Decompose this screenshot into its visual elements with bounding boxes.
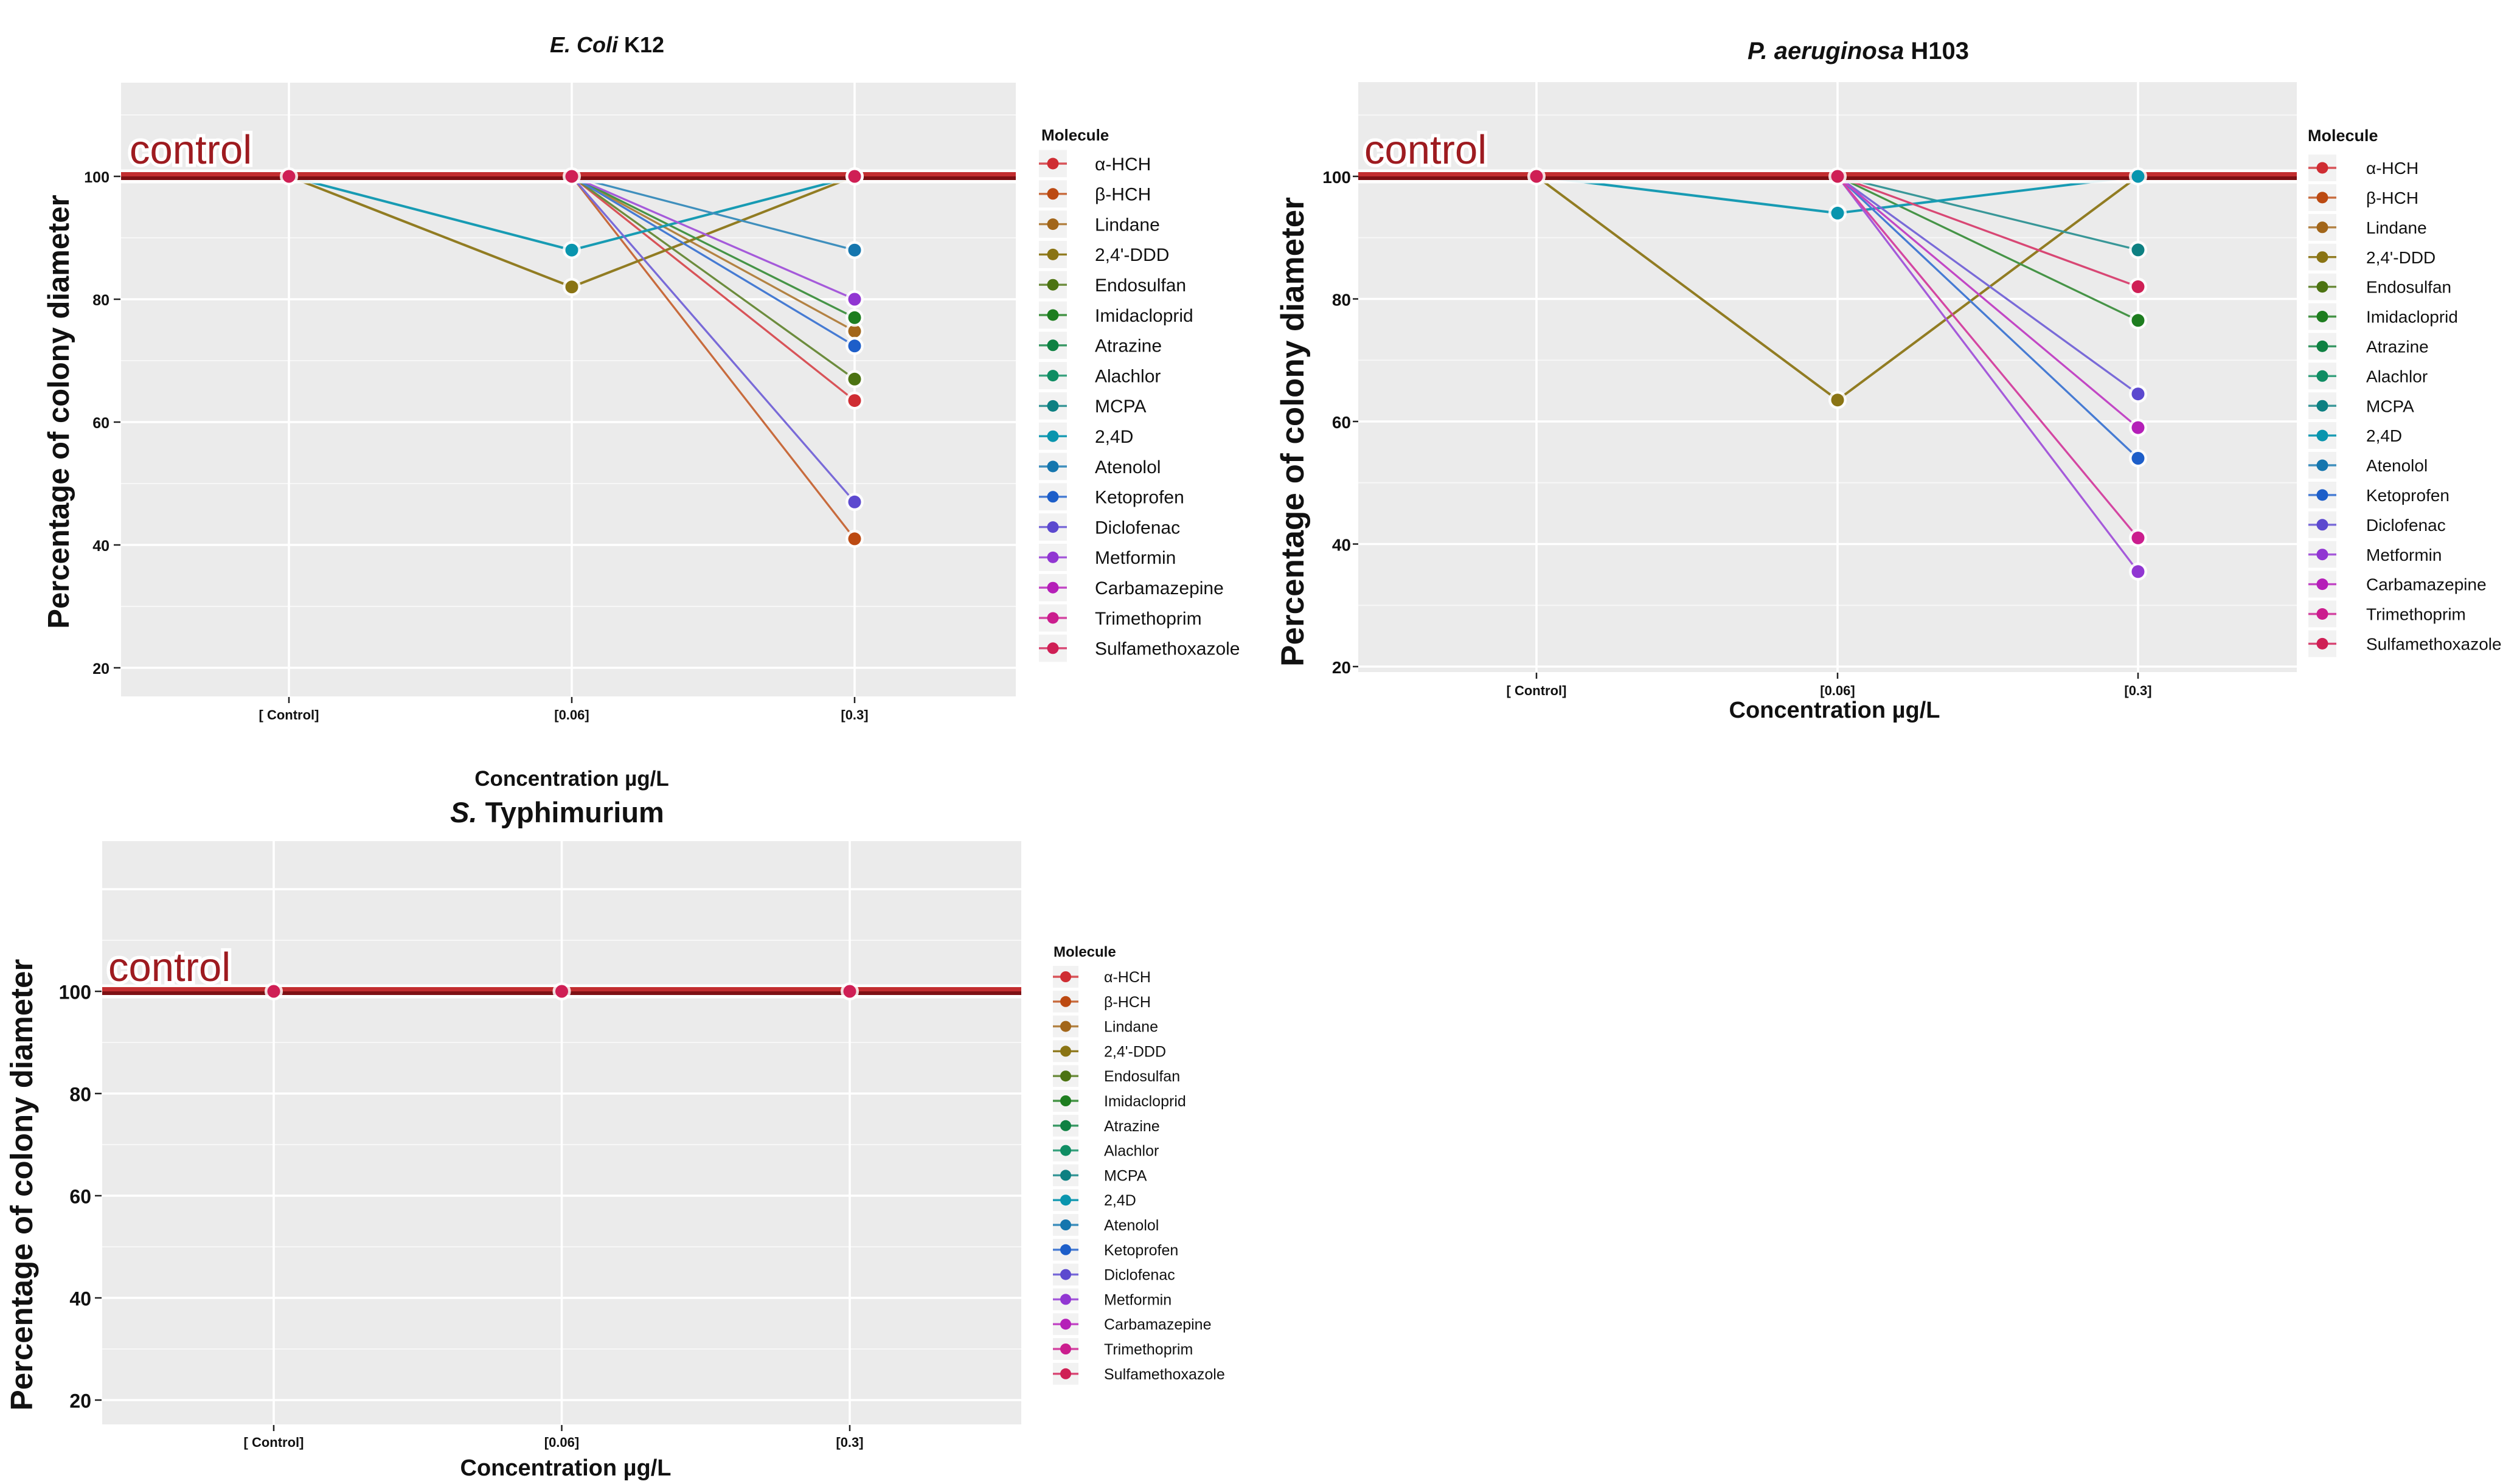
svg-text:40: 40 (1332, 536, 1351, 555)
svg-text:[ Control]: [ Control] (259, 707, 319, 723)
svg-text:2,4D: 2,4D (2366, 426, 2402, 445)
svg-text:[0.3]: [0.3] (836, 1435, 863, 1450)
svg-text:Concentration µg/L: Concentration µg/L (460, 1455, 672, 1481)
svg-text:control: control (130, 127, 252, 173)
svg-text:Lindane: Lindane (1095, 215, 1160, 235)
svg-text:Ketoprofen: Ketoprofen (2366, 486, 2449, 505)
svg-text:Carbamazepine: Carbamazepine (1095, 578, 1224, 598)
svg-text:Percentage of colony diameter: Percentage of colony diameter (43, 195, 75, 628)
svg-text:Percentage of colony diameter: Percentage of colony diameter (1275, 197, 1311, 667)
svg-text:20: 20 (92, 661, 109, 678)
svg-text:control: control (1364, 127, 1487, 173)
svg-text:Atrazine: Atrazine (2366, 338, 2429, 356)
svg-text:80: 80 (69, 1084, 91, 1106)
svg-text:β-HCH: β-HCH (1104, 994, 1151, 1011)
svg-text:Alachlor: Alachlor (1104, 1143, 1159, 1160)
svg-text:100: 100 (1322, 168, 1351, 187)
svg-text:Concentration µg/L: Concentration µg/L (474, 767, 669, 791)
svg-text:Metformin: Metformin (2366, 546, 2442, 564)
svg-text:Metformin: Metformin (1104, 1291, 1172, 1308)
svg-text:60: 60 (69, 1186, 91, 1208)
svg-text:80: 80 (1332, 291, 1351, 310)
svg-text:2,4'-DDD: 2,4'-DDD (1095, 245, 1169, 265)
svg-text:Sulfamethoxazole: Sulfamethoxazole (1095, 639, 1240, 659)
svg-text:Trimethoprim: Trimethoprim (1104, 1341, 1193, 1358)
svg-text:Imidacloprid: Imidacloprid (2366, 308, 2458, 327)
svg-text:Imidacloprid: Imidacloprid (1095, 306, 1193, 326)
svg-text:2,4'-DDD: 2,4'-DDD (1104, 1043, 1166, 1060)
svg-text:Percentage of colony diameter: Percentage of colony diameter (4, 959, 39, 1411)
svg-text:Carbamazepine: Carbamazepine (1104, 1316, 1212, 1333)
svg-text:[0.3]: [0.3] (2124, 683, 2151, 698)
svg-text:Atrazine: Atrazine (1104, 1118, 1160, 1135)
svg-text:Alachlor: Alachlor (1095, 366, 1161, 386)
svg-text:2,4'-DDD: 2,4'-DDD (2366, 248, 2435, 267)
svg-text:60: 60 (1332, 413, 1351, 432)
svg-text:MCPA: MCPA (2366, 397, 2414, 415)
svg-text:Atenolol: Atenolol (1104, 1217, 1159, 1234)
svg-text:Carbamazepine: Carbamazepine (2366, 575, 2487, 594)
svg-text:60: 60 (92, 415, 109, 432)
svg-text:Trimethoprim: Trimethoprim (1095, 609, 1202, 629)
svg-text:Endosulfan: Endosulfan (1095, 276, 1186, 296)
svg-text:Diclofenac: Diclofenac (1095, 518, 1180, 538)
svg-text:[ Control]: [ Control] (244, 1435, 304, 1450)
svg-text:Molecule: Molecule (1054, 944, 1116, 960)
svg-text:E. Coli K12: E. Coli K12 (550, 32, 664, 57)
svg-text:Concentration µg/L: Concentration µg/L (1729, 698, 1940, 723)
svg-text:40: 40 (69, 1288, 91, 1310)
svg-text:Lindane: Lindane (2366, 218, 2427, 237)
svg-text:Lindane: Lindane (1104, 1019, 1158, 1036)
svg-text:40: 40 (92, 538, 109, 555)
svg-text:β-HCH: β-HCH (2366, 189, 2418, 207)
svg-text:Endosulfan: Endosulfan (2366, 278, 2451, 297)
svg-text:Metformin: Metformin (1095, 548, 1176, 568)
svg-text:Trimethoprim: Trimethoprim (2366, 605, 2466, 624)
svg-text:100: 100 (59, 982, 91, 1004)
svg-text:MCPA: MCPA (1104, 1167, 1147, 1184)
svg-text:S. Typhimurium: S. Typhimurium (450, 796, 664, 828)
svg-text:Alachlor: Alachlor (2366, 367, 2428, 386)
svg-text:control: control (108, 945, 231, 990)
svg-text:Atrazine: Atrazine (1095, 336, 1162, 356)
svg-text:Sulfamethoxazole: Sulfamethoxazole (1104, 1366, 1225, 1383)
svg-text:Ketoprofen: Ketoprofen (1104, 1242, 1178, 1259)
svg-text:Endosulfan: Endosulfan (1104, 1068, 1180, 1085)
svg-text:Ketoprofen: Ketoprofen (1095, 488, 1184, 508)
svg-text:Atenolol: Atenolol (1095, 457, 1161, 477)
svg-text:[0.06]: [0.06] (544, 1435, 579, 1450)
svg-text:Sulfamethoxazole: Sulfamethoxazole (2366, 635, 2502, 654)
svg-text:20: 20 (1332, 658, 1351, 677)
svg-text:Atenolol: Atenolol (2366, 456, 2428, 475)
svg-text:MCPA: MCPA (1095, 397, 1146, 417)
svg-text:2,4D: 2,4D (1095, 427, 1133, 447)
svg-text:[0.3]: [0.3] (841, 707, 868, 723)
svg-text:[ Control]: [ Control] (1507, 683, 1567, 698)
svg-text:α-HCH: α-HCH (1095, 154, 1151, 175)
svg-text:80: 80 (92, 292, 109, 309)
svg-text:α-HCH: α-HCH (1104, 969, 1151, 986)
svg-text:β-HCH: β-HCH (1095, 185, 1151, 205)
svg-text:α-HCH: α-HCH (2366, 159, 2418, 178)
svg-text:20: 20 (69, 1390, 91, 1412)
svg-text:P. aeruginosa H103: P. aeruginosa H103 (1748, 38, 1969, 64)
svg-text:100: 100 (84, 169, 109, 186)
svg-text:Molecule: Molecule (1041, 126, 1109, 144)
svg-text:[0.06]: [0.06] (554, 707, 589, 723)
svg-text:Molecule: Molecule (2308, 127, 2378, 145)
svg-text:Imidacloprid: Imidacloprid (1104, 1093, 1186, 1110)
svg-text:[0.06]: [0.06] (1820, 683, 1855, 698)
svg-text:Diclofenac: Diclofenac (1104, 1267, 1175, 1284)
svg-text:Diclofenac: Diclofenac (2366, 516, 2446, 535)
svg-text:2,4D: 2,4D (1104, 1192, 1136, 1209)
